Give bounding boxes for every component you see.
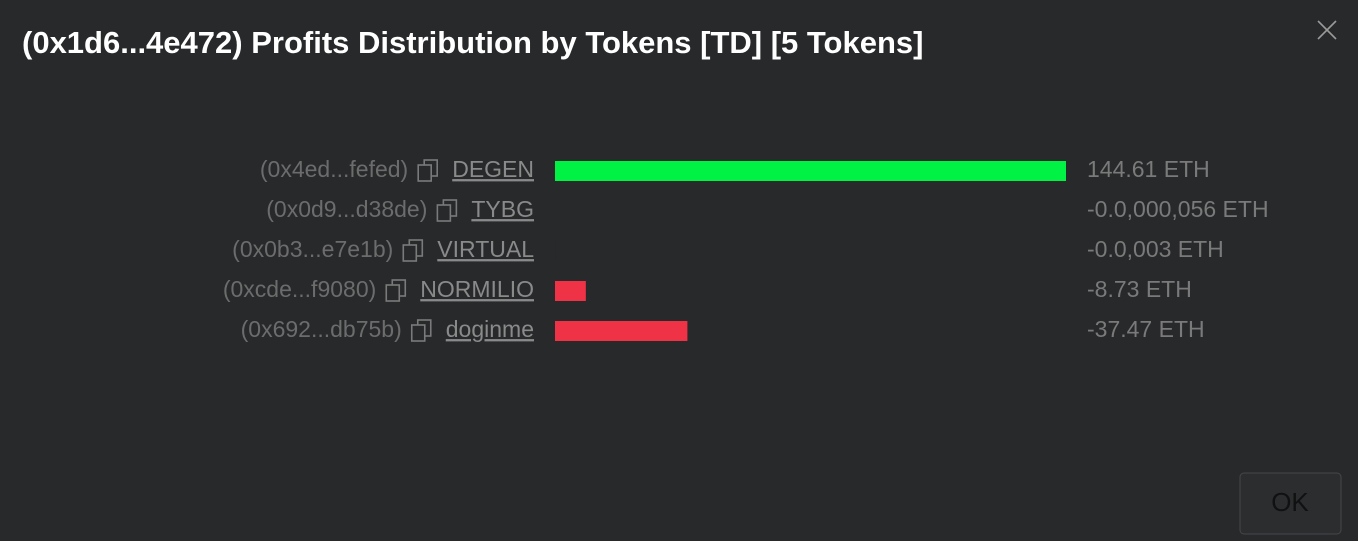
value-label: -8.73 ETH bbox=[1087, 276, 1192, 302]
value-label: 144.61 ETH bbox=[1087, 156, 1210, 182]
value-label: -0.0,000,056 ETH bbox=[1087, 196, 1269, 222]
modal-title: (0x1d6...4e472) Profits Distribution by … bbox=[22, 25, 923, 60]
value-label: -0.0,003 ETH bbox=[1087, 236, 1224, 262]
copy-icon[interactable] bbox=[436, 199, 458, 222]
token-address: (0x4ed...fefed) bbox=[260, 156, 408, 182]
bar bbox=[555, 161, 1066, 181]
bar bbox=[555, 321, 688, 341]
copy-icon-front bbox=[436, 204, 452, 222]
copy-icon-front bbox=[417, 164, 433, 182]
close-icon-line bbox=[1317, 20, 1337, 40]
copy-icon[interactable] bbox=[402, 239, 424, 262]
copy-icon[interactable] bbox=[385, 279, 407, 302]
token-link[interactable]: NORMILIO bbox=[420, 276, 534, 302]
copy-icon[interactable] bbox=[410, 319, 432, 342]
copy-icon-front bbox=[410, 324, 426, 342]
value-label: -37.47 ETH bbox=[1087, 316, 1205, 342]
token-address: (0x692...db75b) bbox=[241, 316, 402, 342]
ok-button-frame bbox=[1239, 472, 1342, 535]
token-link[interactable]: TYBG bbox=[471, 196, 534, 222]
copy-icon-front bbox=[385, 284, 401, 302]
token-address: (0x0b3...e7e1b) bbox=[232, 236, 393, 262]
token-link[interactable]: DEGEN bbox=[452, 156, 534, 182]
token-link[interactable]: doginme bbox=[446, 316, 534, 342]
token-address: (0x0d9...d38de) bbox=[266, 196, 427, 222]
ok-button[interactable]: OK bbox=[1239, 472, 1342, 535]
close-button[interactable] bbox=[1317, 20, 1337, 40]
copy-icon-front bbox=[402, 244, 418, 262]
chart: DEGEN (0x4ed...fefed) 144.61 ETH TYBG (0x0d9… bbox=[223, 156, 1269, 342]
token-address: (0xcde...f9080) bbox=[223, 276, 376, 302]
token-link[interactable]: VIRTUAL bbox=[437, 236, 534, 262]
bar bbox=[555, 281, 586, 301]
ok-button-label: OK bbox=[1271, 487, 1309, 517]
copy-icon[interactable] bbox=[417, 159, 439, 182]
